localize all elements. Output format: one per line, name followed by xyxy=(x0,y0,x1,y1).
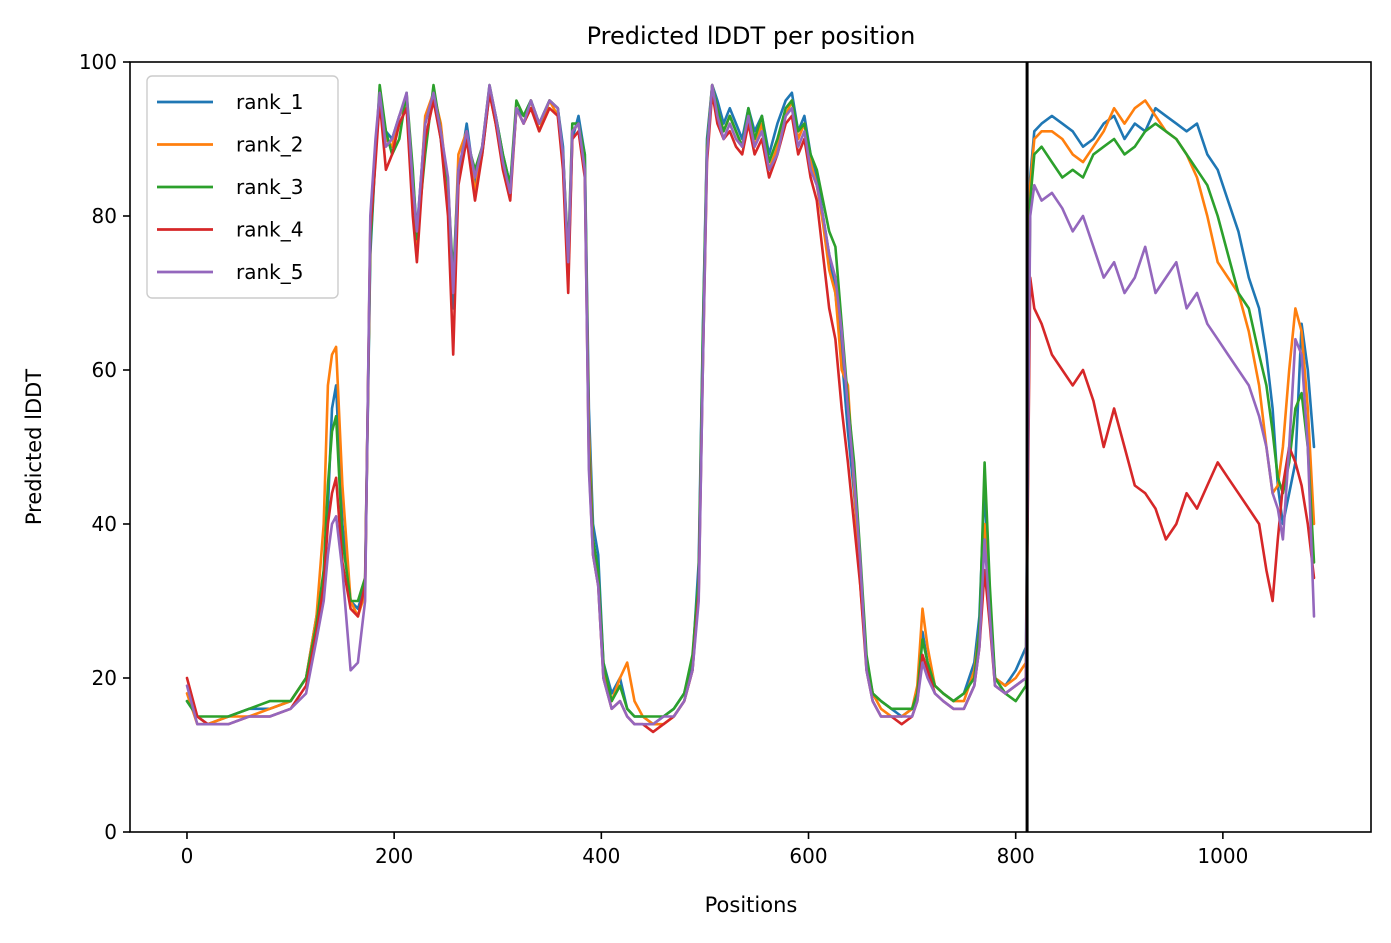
x-tick-label: 600 xyxy=(789,844,827,868)
y-tick-label: 60 xyxy=(92,358,117,382)
series-line-rank_4 xyxy=(185,91,1316,734)
chart-title: Predicted lDDT per position xyxy=(587,22,916,50)
x-tick-label: 200 xyxy=(375,844,413,868)
legend-label-rank_2: rank_2 xyxy=(236,133,303,157)
plot-area xyxy=(185,62,1316,832)
y-axis-label: Predicted lDDT xyxy=(22,369,46,525)
legend-label-rank_5: rank_5 xyxy=(236,260,303,284)
plot-frame xyxy=(129,61,1372,833)
x-tick-label: 0 xyxy=(181,844,194,868)
y-tick-label: 40 xyxy=(92,512,117,536)
y-tick-label: 20 xyxy=(92,666,117,690)
legend-label-rank_1: rank_1 xyxy=(236,90,303,114)
series-line-rank_3 xyxy=(185,83,1316,718)
legend-box xyxy=(146,75,339,299)
axes: 0 200 400 600 800 1000 0 20 40 60 80 100 xyxy=(79,50,1372,868)
x-tick-label: 400 xyxy=(582,844,620,868)
x-tick-label: 1000 xyxy=(1197,844,1248,868)
series-line-rank_2 xyxy=(185,83,1316,726)
legend-label-rank_4: rank_4 xyxy=(236,218,303,242)
x-tick-label: 800 xyxy=(997,844,1035,868)
x-axis-label: Positions xyxy=(705,893,798,917)
y-tick-label: 80 xyxy=(92,204,117,228)
series-line-rank_5 xyxy=(185,83,1316,726)
y-tick-label: 0 xyxy=(104,820,117,844)
series-line-rank_1 xyxy=(185,83,1316,726)
legend: rank_1 rank_2 rank_3 rank_4 rank_5 xyxy=(146,75,339,299)
legend-label-rank_3: rank_3 xyxy=(236,175,303,199)
y-tick-label: 100 xyxy=(79,50,117,74)
